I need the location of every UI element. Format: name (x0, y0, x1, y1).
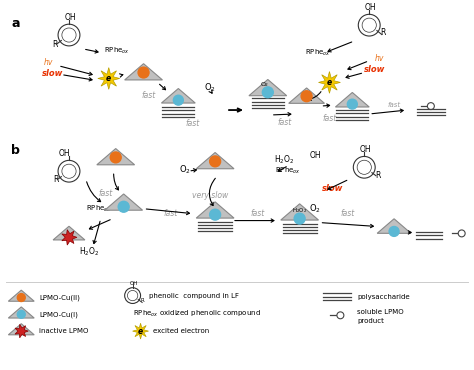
Circle shape (294, 213, 305, 224)
Text: OH: OH (64, 13, 76, 22)
Circle shape (458, 230, 465, 237)
Text: b: b (11, 144, 20, 157)
Circle shape (138, 67, 149, 78)
Text: R: R (53, 40, 58, 50)
Circle shape (301, 91, 312, 102)
Circle shape (17, 294, 25, 302)
Text: LPMO-Cu(II): LPMO-Cu(II) (39, 294, 80, 301)
Text: very slow: very slow (192, 191, 228, 201)
Text: RPhe$_{ox}$: RPhe$_{ox}$ (305, 48, 330, 58)
Polygon shape (162, 88, 195, 103)
Polygon shape (319, 71, 340, 93)
Text: hv: hv (44, 58, 53, 67)
Text: O$_2$: O$_2$ (179, 163, 191, 175)
Text: slow: slow (364, 65, 385, 74)
Circle shape (210, 156, 220, 167)
Polygon shape (62, 230, 77, 245)
Polygon shape (9, 307, 34, 318)
Circle shape (173, 95, 183, 105)
Polygon shape (133, 323, 148, 339)
Circle shape (210, 209, 220, 220)
Text: RPhe$_{ox}$: RPhe$_{ox}$ (86, 204, 112, 214)
Text: OH: OH (310, 151, 321, 160)
Text: OH: OH (365, 3, 376, 12)
Text: polysaccharide: polysaccharide (357, 293, 410, 300)
Polygon shape (196, 152, 234, 169)
Text: fast: fast (278, 118, 292, 127)
Polygon shape (281, 204, 319, 220)
Polygon shape (125, 64, 163, 80)
Circle shape (118, 201, 129, 212)
Polygon shape (289, 88, 325, 103)
Polygon shape (377, 219, 411, 233)
Text: LPMO-Cu(I): LPMO-Cu(I) (39, 311, 78, 317)
Text: slow: slow (42, 69, 64, 78)
Text: O$_2$: O$_2$ (204, 81, 216, 94)
Text: H$_2$O$_2$: H$_2$O$_2$ (274, 153, 295, 166)
Text: RPhe$_{ox}$: RPhe$_{ox}$ (275, 166, 301, 176)
Polygon shape (97, 149, 135, 165)
Polygon shape (15, 324, 28, 338)
Text: R: R (381, 28, 386, 37)
Text: soluble LPMO: soluble LPMO (357, 309, 404, 315)
Text: fast: fast (185, 120, 200, 128)
Polygon shape (9, 324, 34, 335)
Circle shape (389, 226, 399, 236)
Polygon shape (249, 80, 287, 96)
Text: a: a (11, 17, 20, 30)
Text: inactive LPMO: inactive LPMO (39, 328, 89, 334)
Text: fast: fast (388, 102, 401, 108)
Text: fast: fast (99, 189, 113, 198)
Text: phenolic  compound in LF: phenolic compound in LF (148, 293, 238, 299)
Text: OH: OH (359, 145, 371, 154)
Text: H$_2$O$_2$: H$_2$O$_2$ (292, 206, 307, 215)
Circle shape (110, 152, 121, 163)
Text: e: e (138, 327, 143, 336)
Text: H$_2$O$_2$: H$_2$O$_2$ (79, 246, 99, 258)
Circle shape (428, 102, 434, 110)
Text: fast: fast (141, 91, 155, 100)
Text: e: e (106, 74, 111, 83)
Text: fast: fast (340, 209, 355, 218)
Text: RPhe$_{ox}$: RPhe$_{ox}$ (104, 46, 129, 56)
Text: hv: hv (374, 54, 384, 63)
Polygon shape (336, 92, 369, 107)
Text: e: e (327, 78, 332, 87)
Text: fast: fast (251, 209, 265, 218)
Text: slow: slow (322, 184, 343, 192)
Text: O$_2$: O$_2$ (309, 202, 320, 215)
Text: OH: OH (58, 149, 70, 158)
Circle shape (262, 87, 273, 98)
Text: RPhe$_{ox}$ oxidized phenolic compound: RPhe$_{ox}$ oxidized phenolic compound (133, 309, 260, 319)
Polygon shape (9, 290, 34, 301)
Text: fast: fast (322, 114, 337, 124)
Circle shape (17, 310, 25, 318)
Text: fast: fast (163, 209, 178, 218)
Polygon shape (196, 202, 234, 218)
Text: OH: OH (129, 281, 138, 286)
Text: O$_2$: O$_2$ (260, 80, 270, 89)
Circle shape (337, 312, 344, 319)
Text: product: product (357, 318, 384, 324)
Text: R: R (54, 175, 59, 184)
Text: excited electron: excited electron (154, 328, 210, 334)
Polygon shape (53, 226, 85, 240)
Polygon shape (98, 68, 120, 89)
Text: R: R (375, 171, 381, 180)
Circle shape (347, 99, 357, 109)
Polygon shape (105, 194, 143, 210)
Text: R: R (141, 298, 144, 303)
